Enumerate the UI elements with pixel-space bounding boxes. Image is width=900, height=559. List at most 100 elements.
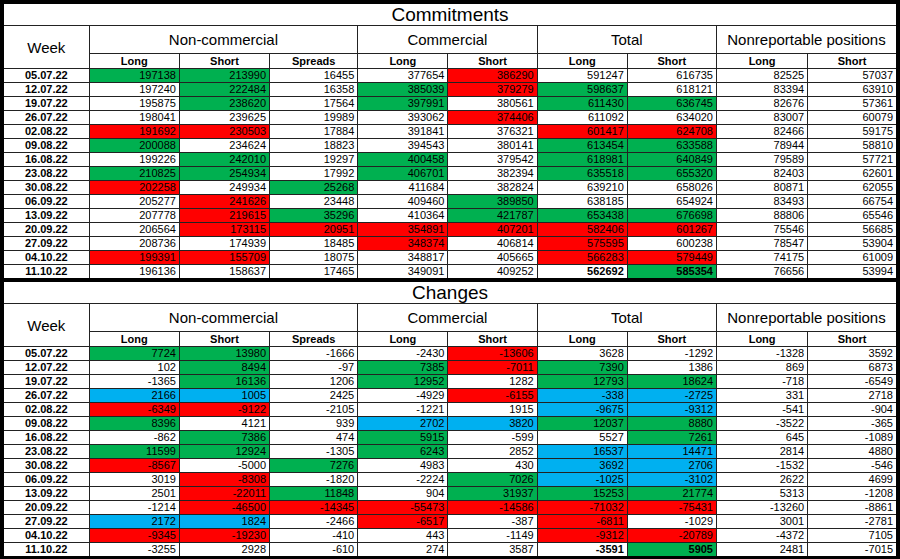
cell-nr-long: 3001 [717, 515, 808, 529]
cell-nr-long: 88806 [717, 209, 808, 223]
week-cell: 02.08.22 [3, 125, 89, 139]
cell-nc-short: 4121 [179, 417, 269, 431]
cot-tables: CommitmentsWeekNon-commercialCommercialT… [2, 2, 898, 558]
cell-t-long: 639210 [537, 181, 627, 195]
cell-nr-short: -546 [808, 459, 897, 473]
cell-t-short: -1292 [627, 347, 716, 361]
cell-nc-short: 230503 [179, 125, 269, 139]
table-row: 30.08.22-8567-50007276498343036922706-15… [3, 459, 897, 473]
cell-nc-long: 2172 [89, 515, 179, 529]
cell-nc-short: 1824 [179, 515, 269, 529]
week-cell: 02.08.22 [3, 403, 89, 417]
cell-nc-spreads: 7276 [270, 459, 358, 473]
cell-c-short: 386290 [448, 69, 537, 83]
cell-nc-short: 1005 [179, 389, 269, 403]
week-cell: 09.08.22 [3, 139, 89, 153]
table-row: 19.07.22-1365161361206129521282127931862… [3, 375, 897, 389]
col-header-total-short: Short [627, 332, 716, 347]
cell-t-short: -1029 [627, 515, 716, 529]
cell-t-short: -3102 [627, 473, 716, 487]
cell-t-short: 655320 [627, 167, 716, 181]
table-row: 20.09.2220656417311520951354891407201582… [3, 223, 897, 237]
cell-nr-short: 58810 [808, 139, 897, 153]
section-title-changes: Changes [3, 281, 897, 304]
cell-nc-long: 208736 [89, 237, 179, 251]
cell-nr-long: -3522 [717, 417, 808, 431]
table-row: 06.09.2220527724162623448409460389850638… [3, 195, 897, 209]
cell-t-short: 585354 [627, 265, 716, 280]
table-row: 09.08.228396412193927023820120378880-352… [3, 417, 897, 431]
cell-nr-long: 83007 [717, 111, 808, 125]
cell-t-long: -6811 [537, 515, 627, 529]
table-row: 30.08.2220225824993425268411684382824639… [3, 181, 897, 195]
cell-nc-long: -862 [89, 431, 179, 445]
cell-c-short: 430 [448, 459, 537, 473]
cell-nr-short: -6549 [808, 375, 897, 389]
col-header-nonreportable-positions-short: Short [808, 54, 897, 69]
table-row: 12.07.2219724022248416358385039379279598… [3, 83, 897, 97]
week-cell: 27.09.22 [3, 237, 89, 251]
cell-c-long: 2702 [358, 417, 448, 431]
cell-c-long: 391841 [358, 125, 448, 139]
cell-c-long: 377654 [358, 69, 448, 83]
cell-t-short: 8880 [627, 417, 716, 431]
cell-t-short: 2706 [627, 459, 716, 473]
cell-c-short: -13606 [448, 347, 537, 361]
cell-t-short: 616735 [627, 69, 716, 83]
cell-c-long: 411684 [358, 181, 448, 195]
cell-nc-short: 219615 [179, 209, 269, 223]
col-header-non-commercial-spreads: Spreads [270, 54, 358, 69]
table-row: 02.08.2219169223050317884391841376321601… [3, 125, 897, 139]
section-title-commitments: Commitments [3, 3, 897, 26]
col-header-total-long: Long [537, 54, 627, 69]
cell-nc-long: 191692 [89, 125, 179, 139]
cell-nc-long: -3255 [89, 543, 179, 558]
cell-t-long: 601417 [537, 125, 627, 139]
cell-c-long: 400458 [358, 153, 448, 167]
cell-nc-short: -8308 [179, 473, 269, 487]
cell-t-long: -71032 [537, 501, 627, 515]
cell-c-short: 407201 [448, 223, 537, 237]
cell-c-long: 443 [358, 529, 448, 543]
cell-nc-short: 242010 [179, 153, 269, 167]
cell-nr-long: 82466 [717, 125, 808, 139]
cell-c-long: 393062 [358, 111, 448, 125]
cell-nr-long: 645 [717, 431, 808, 445]
cell-t-short: 18624 [627, 375, 716, 389]
group-header-total: Total [537, 304, 716, 332]
week-cell: 30.08.22 [3, 459, 89, 473]
cell-nc-spreads: -410 [270, 529, 358, 543]
cell-nc-long: 102 [89, 361, 179, 375]
cell-nc-spreads: 18823 [270, 139, 358, 153]
cell-nr-long: 83394 [717, 83, 808, 97]
col-header-non-commercial-short: Short [179, 54, 269, 69]
col-header-nonreportable-positions-long: Long [717, 54, 808, 69]
cell-nc-long: -6349 [89, 403, 179, 417]
cell-c-short: 409252 [448, 265, 537, 280]
cell-nr-short: 4880 [808, 445, 897, 459]
group-header-total: Total [537, 26, 716, 54]
cell-nc-long: 210825 [89, 167, 179, 181]
col-header-non-commercial-short: Short [179, 332, 269, 347]
cell-t-short: -2725 [627, 389, 716, 403]
week-cell: 20.09.22 [3, 223, 89, 237]
cell-nc-spreads: -97 [270, 361, 358, 375]
week-cell: 13.09.22 [3, 487, 89, 501]
col-header-commercial-long: Long [358, 332, 448, 347]
cell-t-long: -338 [537, 389, 627, 403]
cell-c-long: 348817 [358, 251, 448, 265]
cell-nc-long: -1214 [89, 501, 179, 515]
cell-nr-long: -541 [717, 403, 808, 417]
cell-c-short: -599 [448, 431, 537, 445]
cell-nc-short: -9122 [179, 403, 269, 417]
cell-t-short: 21774 [627, 487, 716, 501]
cell-nc-spreads: 17465 [270, 265, 358, 280]
cell-t-long: 7390 [537, 361, 627, 375]
cell-nc-short: 234624 [179, 139, 269, 153]
cell-nc-short: 13980 [179, 347, 269, 361]
cell-t-long: 598637 [537, 83, 627, 97]
cell-c-long: 397991 [358, 97, 448, 111]
cell-t-short: 633588 [627, 139, 716, 153]
cell-nc-short: -5000 [179, 459, 269, 473]
cell-nr-short: -365 [808, 417, 897, 431]
